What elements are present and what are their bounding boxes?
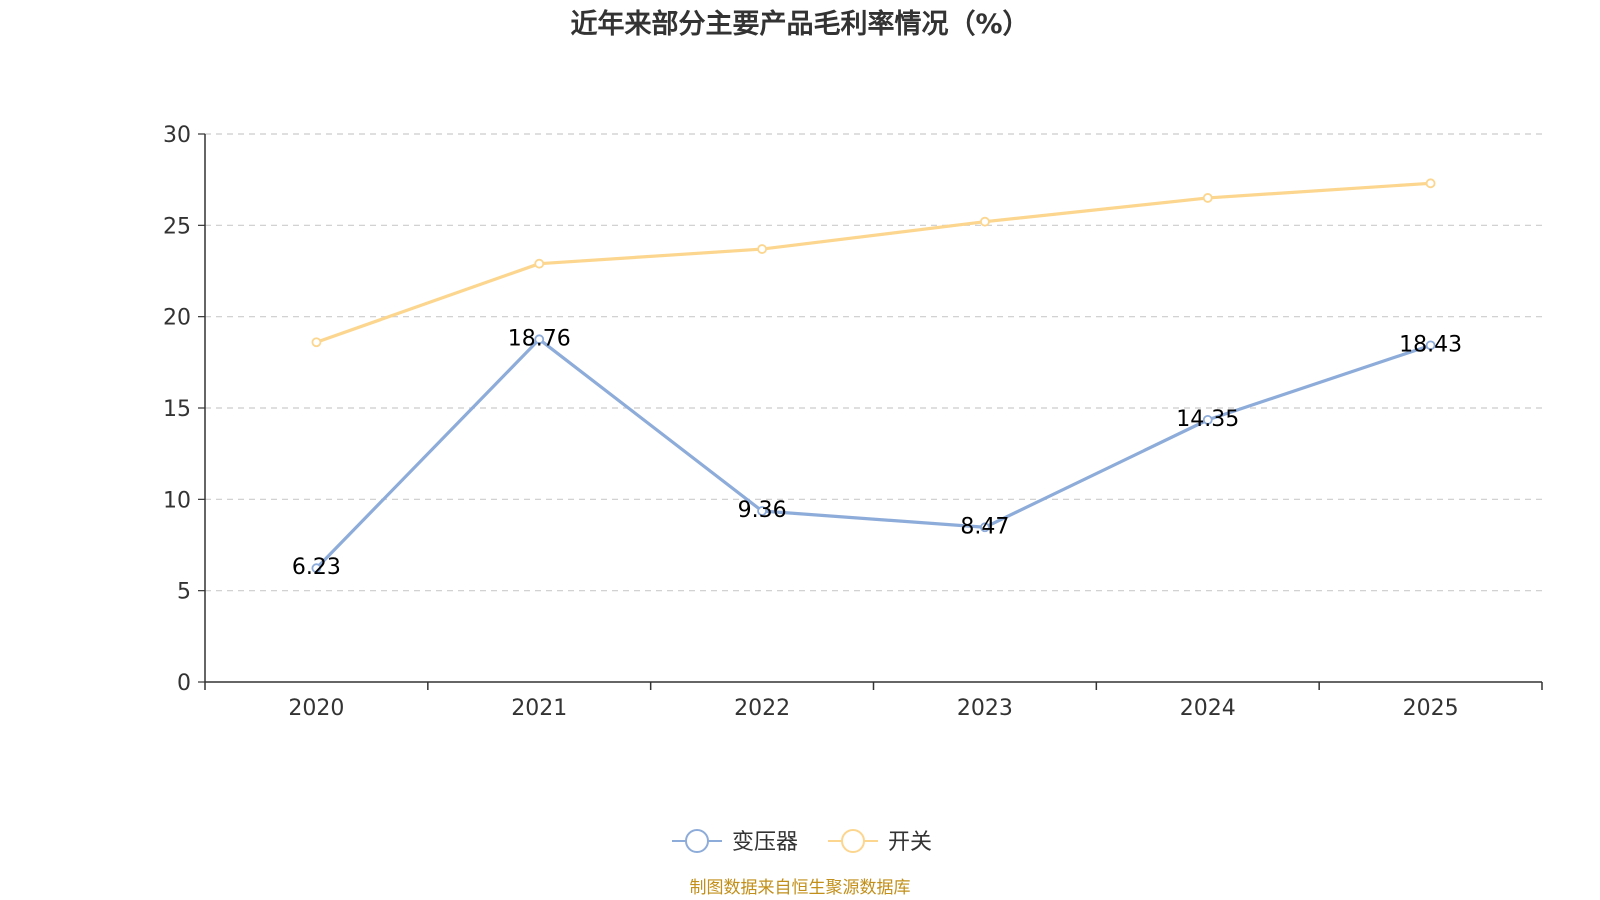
data-label: 9.36: [738, 498, 787, 523]
legend-circle-icon: [685, 829, 709, 853]
legend[interactable]: 变压器 开关: [672, 829, 932, 855]
y-tick-label: 10: [163, 488, 191, 513]
series-line-1: [314, 181, 1433, 344]
chart-title: 近年来部分主要产品毛利率情况（%）: [570, 8, 1029, 40]
x-tick-label: 2025: [1403, 696, 1459, 721]
data-point[interactable]: [311, 337, 322, 348]
x-tick-label: 2024: [1180, 696, 1236, 721]
series-group: [311, 178, 1436, 574]
data-label: 14.35: [1176, 407, 1239, 432]
data-point[interactable]: [534, 258, 545, 269]
data-point[interactable]: [1202, 193, 1213, 203]
data-point[interactable]: [980, 522, 990, 533]
legend-item-1[interactable]: 开关: [828, 829, 932, 855]
data-point[interactable]: [757, 244, 767, 254]
y-tick-label: 0: [177, 671, 191, 696]
legend-item-0[interactable]: 变压器: [672, 829, 798, 855]
data-label: 18.43: [1399, 332, 1462, 357]
y-tick-label: 30: [163, 123, 191, 148]
data-point[interactable]: [311, 563, 322, 574]
data-point[interactable]: [1202, 414, 1213, 425]
data-label: 8.47: [960, 514, 1009, 539]
legend-label: 开关: [888, 830, 932, 855]
legend-label: 变压器: [732, 830, 798, 855]
y-tick-label: 25: [163, 214, 191, 239]
x-tick-label: 2022: [734, 696, 790, 721]
data-labels: 6.23 18.76 9.36 8.47 14.35 18.43: [292, 326, 1462, 580]
legend-circle-icon: [841, 829, 865, 853]
data-point[interactable]: [1425, 178, 1436, 189]
y-tick-label: 5: [177, 580, 191, 605]
source-note: 制图数据来自恒生聚源数据库: [690, 878, 911, 898]
series-line-0: [314, 337, 1433, 570]
grid-lines: [205, 133, 1542, 592]
x-tick-label: 2023: [957, 696, 1013, 721]
data-point[interactable]: [1425, 340, 1436, 351]
data-point[interactable]: [534, 334, 545, 345]
data-point[interactable]: [757, 506, 767, 516]
x-tick-label: 2020: [288, 696, 344, 721]
data-point[interactable]: [980, 216, 990, 227]
data-label: 6.23: [292, 555, 341, 580]
y-tick-label: 20: [163, 306, 191, 331]
data-label: 18.76: [508, 326, 571, 351]
x-tick-label: 2021: [511, 696, 567, 721]
y-tick-label: 15: [163, 397, 191, 422]
